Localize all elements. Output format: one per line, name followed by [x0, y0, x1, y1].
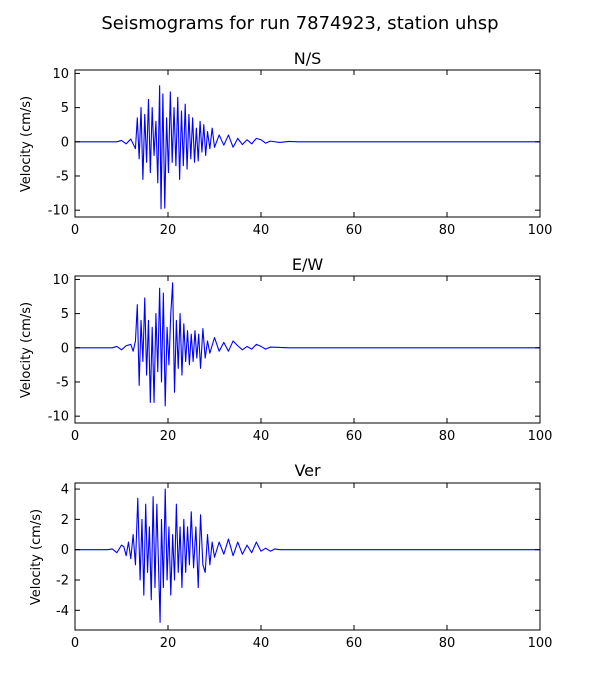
x-tick-label: 0 — [71, 429, 79, 444]
x-tick-label: 80 — [439, 223, 456, 238]
x-tick-label: 80 — [439, 429, 456, 444]
y-tick-label: 0 — [61, 135, 69, 150]
y-tick-label: 0 — [61, 341, 69, 356]
plot-frame — [74, 69, 541, 218]
x-tick-label: 40 — [253, 429, 270, 444]
y-tick-label: -4 — [56, 604, 69, 619]
y-tick-label: 4 — [61, 483, 69, 498]
y-axis-label: Velocity (cm/s) — [19, 302, 34, 398]
x-tick-label: 80 — [439, 636, 456, 651]
y-tick-label: 0 — [61, 543, 69, 558]
x-tick-label: 100 — [528, 429, 553, 444]
seismogram-trace — [75, 282, 540, 407]
panel-title: E/W — [292, 255, 324, 274]
x-tick-label: 20 — [160, 223, 177, 238]
y-tick-label: 5 — [61, 307, 69, 322]
y-tick-label: -10 — [48, 204, 69, 219]
y-tick-label: -5 — [56, 169, 69, 184]
y-axis-label: Velocity (cm/s) — [19, 96, 34, 192]
x-tick-label: 0 — [71, 636, 79, 651]
panel-title: Ver — [294, 461, 321, 480]
seismogram-trace — [75, 488, 540, 623]
plot-frame — [74, 482, 541, 631]
x-tick-label: 20 — [160, 429, 177, 444]
y-axis-label: Velocity (cm/s) — [29, 509, 44, 605]
y-tick-label: -10 — [48, 410, 69, 425]
y-tick-label: -2 — [56, 573, 69, 588]
figure-title: Seismograms for run 7874923, station uhs… — [101, 13, 498, 34]
x-tick-label: 100 — [528, 636, 553, 651]
panel-ns: N/S Velocity (cm/s) 0 20 40 60 80 100 -10 -5 0 5 1… — [19, 49, 552, 238]
x-tick-label: 40 — [253, 636, 270, 651]
y-tick-label: 5 — [61, 101, 69, 116]
x-tick-label: 40 — [253, 223, 270, 238]
x-tick-label: 20 — [160, 636, 177, 651]
x-tick-label: 60 — [346, 636, 363, 651]
y-tick-label: 10 — [52, 67, 69, 82]
y-tick-label: 2 — [61, 513, 69, 528]
x-tick-label: 100 — [528, 223, 553, 238]
plot-frame — [74, 275, 541, 424]
panel-ver: Ver Velocity (cm/s) 0 20 40 60 80 100 -4 -2 0 2 4 — [29, 461, 552, 651]
panel-ew: E/W Velocity (cm/s) 0 20 40 60 80 100 -10 -5 0 5 1… — [19, 255, 552, 444]
y-tick-label: -5 — [56, 375, 69, 390]
y-tick-label: 10 — [52, 273, 69, 288]
seismogram-trace — [75, 85, 540, 210]
x-tick-label: 0 — [71, 223, 79, 238]
x-tick-label: 60 — [346, 429, 363, 444]
x-tick-label: 60 — [346, 223, 363, 238]
panel-title: N/S — [294, 49, 322, 68]
